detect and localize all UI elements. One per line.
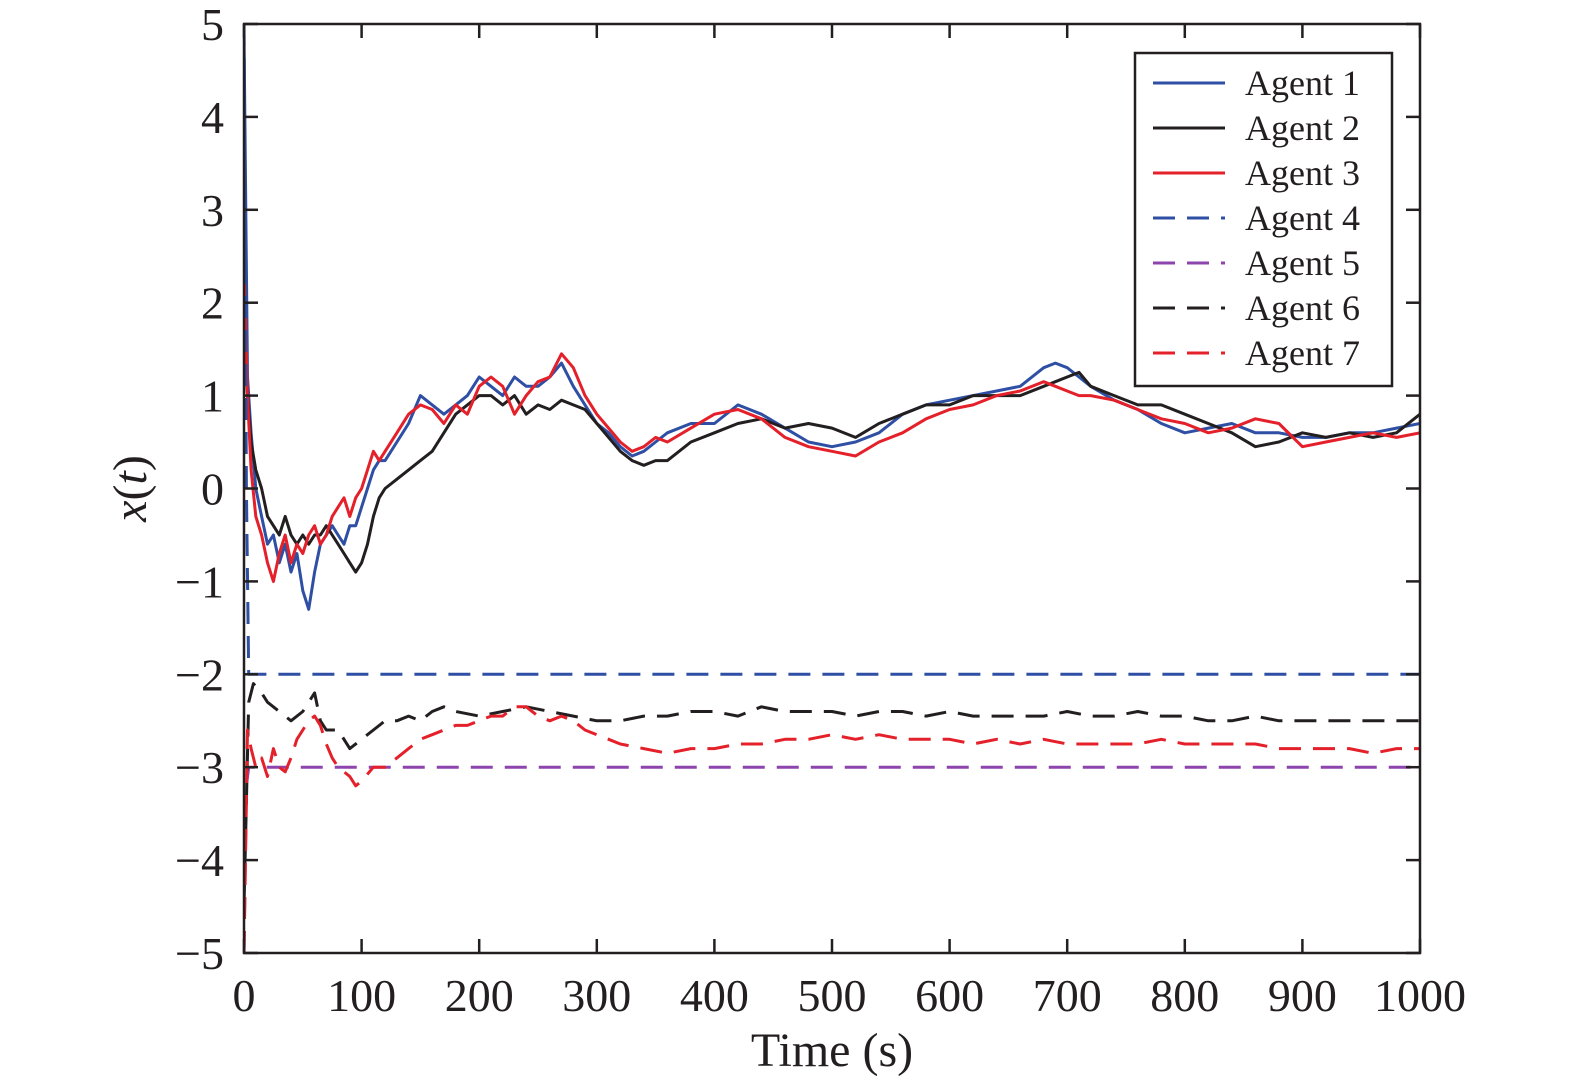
x-tick-label: 1000 [1374,970,1466,1021]
y-tick-label: −1 [175,556,224,607]
y-tick-label: 0 [201,464,224,515]
legend-label: Agent 2 [1245,108,1360,148]
legend-box [1133,51,1394,388]
y-tick-label: 2 [201,278,224,329]
series-line-agent-3 [244,265,1420,583]
y-tick-label: 1 [201,371,224,422]
legend-item: Agent 2 [1153,108,1360,148]
legend-label: Agent 3 [1245,153,1360,193]
series-line-agent-7 [244,705,1420,953]
x-tick-label: 500 [798,970,867,1021]
legend-label: Agent 6 [1245,288,1360,328]
legend-item: Agent 7 [1153,333,1360,373]
legend-item: Agent 4 [1153,198,1360,238]
y-axis-label-open: ( [104,485,157,501]
y-axis-label-close: ) [104,455,157,471]
legend: Agent 1 Agent 2 Agent 3 Agent 4 Agent 5 Agent… [1133,51,1394,388]
y-axis-label-arg: t [104,470,157,485]
x-tick-label: 200 [445,970,514,1021]
legend-item: Agent 1 [1153,63,1360,103]
x-axis-label: Time (s) [751,1024,913,1077]
legend-item: Agent 6 [1153,288,1360,328]
legend-item: Agent 5 [1153,243,1360,283]
y-tick-label: 3 [201,185,224,236]
y-tick-label: −5 [175,928,224,979]
series-line-agent-6 [244,682,1420,907]
y-tick-label: −4 [175,835,224,886]
y-axis-label: x(t) [104,455,157,523]
x-tick-label: 800 [1150,970,1219,1021]
legend-item: Agent 3 [1153,153,1360,193]
legend-label: Agent 7 [1245,333,1360,373]
series-line-agent-2 [244,321,1420,574]
x-tick-label: 100 [327,970,396,1021]
legend-label: Agent 4 [1245,198,1360,238]
y-tick-label: 4 [201,92,224,143]
tick-labels: 0 100 200 300 400 500 600 700 800 900 1000 5 4 3 2 1 0 −1… [175,0,1466,1021]
y-tick-label: −2 [175,649,224,700]
x-tick-label: 600 [915,970,984,1021]
series-line-agent-5 [244,765,1420,953]
x-tick-label: 900 [1268,970,1337,1021]
legend-label: Agent 1 [1245,63,1360,103]
axis-ticks [242,22,1422,955]
x-tick-label: 700 [1033,970,1102,1021]
y-axis-label-var: x [104,501,157,523]
legend-label: Agent 5 [1245,243,1360,283]
x-tick-label: 0 [233,970,256,1021]
x-tick-label: 400 [680,970,749,1021]
y-tick-label: −3 [175,742,224,793]
y-tick-label: 5 [201,0,224,50]
x-tick-label: 300 [562,970,631,1021]
